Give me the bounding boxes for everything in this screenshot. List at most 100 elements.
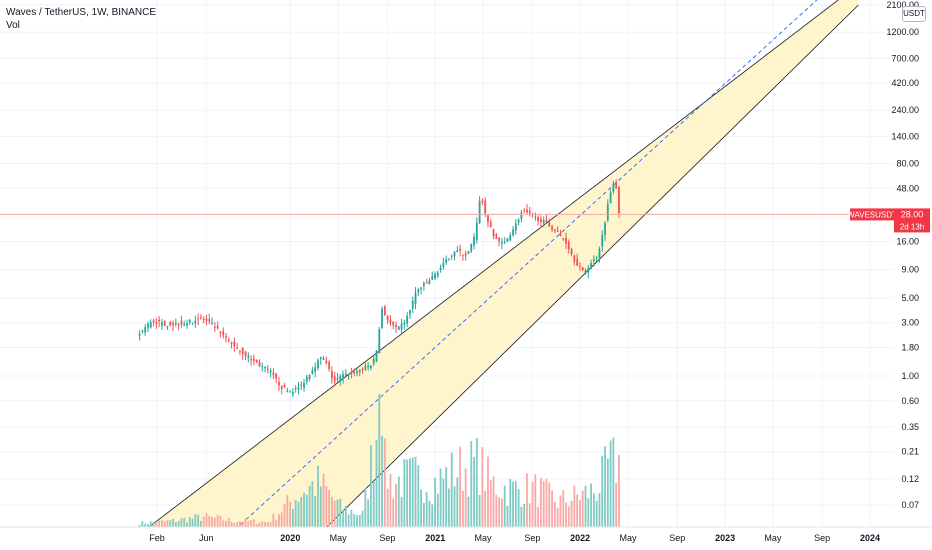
candle-body <box>202 318 205 320</box>
volume-bar <box>172 518 174 527</box>
currency-unit-badge[interactable]: USDT <box>902 6 926 22</box>
candle-body <box>409 309 411 315</box>
volume-bar <box>174 522 177 527</box>
volume-bar <box>473 456 475 527</box>
volume-bar <box>294 499 297 527</box>
candle-body <box>392 321 395 326</box>
candle-body <box>467 250 470 254</box>
volume-bar <box>325 486 328 527</box>
candle-body <box>188 319 191 323</box>
volume-bar <box>612 437 615 527</box>
volume-bar <box>528 503 531 527</box>
candle-body <box>174 322 177 325</box>
volume-bar <box>261 521 264 527</box>
candle-body <box>225 336 227 338</box>
candle-body <box>403 322 406 325</box>
volume-bar <box>431 504 434 527</box>
volume-bar <box>339 498 342 527</box>
volume-bar <box>289 501 292 527</box>
candle-body <box>342 374 344 379</box>
volume-bar <box>211 516 213 527</box>
candle-body <box>484 200 487 214</box>
candle-body <box>361 368 364 371</box>
volume-bar <box>450 452 453 527</box>
symbol-title[interactable]: Waves / TetherUS, 1W, BINANCE <box>6 7 157 18</box>
candle-body <box>523 210 526 212</box>
candle-body <box>252 358 255 361</box>
candle-body <box>562 238 565 240</box>
volume-bar <box>551 490 553 527</box>
candle-body <box>247 355 250 358</box>
chart-legend: Waves / TetherUS, 1W, BINANCE Vol <box>6 6 156 32</box>
candle-body <box>534 216 537 218</box>
volume-bar <box>370 445 372 527</box>
candle-body <box>186 323 188 326</box>
candle-body <box>303 383 305 388</box>
candle-body <box>473 236 475 246</box>
candle-body <box>492 228 495 237</box>
candle-body <box>414 292 417 304</box>
candle-body <box>395 324 397 327</box>
price-axis-label: 140.00 <box>891 131 919 141</box>
candle-body <box>579 266 581 268</box>
price-axis-label: 2100.00 <box>886 0 919 10</box>
candle-body <box>155 322 158 324</box>
volume-bar <box>584 485 587 527</box>
candle-body <box>230 342 233 344</box>
time-axis-label: Feb <box>149 533 165 543</box>
candle-body <box>565 237 567 244</box>
price-axis-label: 1.00 <box>901 371 919 381</box>
volume-bar <box>163 521 166 527</box>
time-axis-label: May <box>619 533 637 543</box>
volume-bar <box>439 468 442 527</box>
candle-body <box>294 388 297 390</box>
volume-bar <box>283 503 286 527</box>
volume-bar <box>166 520 169 527</box>
time-axis-label: Sep <box>669 533 685 543</box>
price-axis-label: 0.12 <box>901 474 919 484</box>
volume-bar <box>514 481 517 527</box>
candle-body <box>169 321 172 326</box>
volume-bar <box>489 480 492 527</box>
volume-bar <box>138 525 141 527</box>
candle-body <box>459 248 462 251</box>
candle-body <box>372 359 375 364</box>
candle-body <box>381 308 383 329</box>
volume-bar <box>498 497 501 527</box>
volume-bar <box>227 517 230 527</box>
candle-body <box>261 366 264 368</box>
candle-body <box>308 374 311 380</box>
volume-bar <box>305 494 308 527</box>
candle-body <box>330 371 333 379</box>
volume-bar <box>492 476 495 527</box>
symbol-tag-background <box>850 208 894 221</box>
volume-bar <box>448 488 450 527</box>
candle-body <box>487 215 489 223</box>
volume-bar <box>523 503 526 527</box>
candle-body <box>495 234 498 239</box>
price-axis-background <box>893 0 932 550</box>
candle-body <box>425 282 428 284</box>
price-axis-label: 3.00 <box>901 318 919 328</box>
candle-body <box>456 250 459 253</box>
candle-body <box>434 273 436 279</box>
candle-body <box>453 251 456 256</box>
candle-body <box>556 230 559 232</box>
volume-bar <box>567 506 570 527</box>
volume-bar <box>328 489 331 527</box>
candle-body <box>542 220 545 224</box>
candle-body <box>205 318 208 321</box>
candle-body <box>378 329 381 354</box>
candle-body <box>431 276 434 280</box>
volume-bar <box>395 483 397 527</box>
volume-bar <box>303 492 305 527</box>
volume-indicator-label[interactable]: Vol <box>6 20 20 31</box>
candle-body <box>559 233 562 236</box>
volume-bar <box>590 483 592 527</box>
volume-bar <box>503 485 506 527</box>
candle-body <box>291 391 294 395</box>
volume-bar <box>356 515 358 527</box>
volume-bar <box>456 477 459 527</box>
candle-body <box>311 370 314 374</box>
